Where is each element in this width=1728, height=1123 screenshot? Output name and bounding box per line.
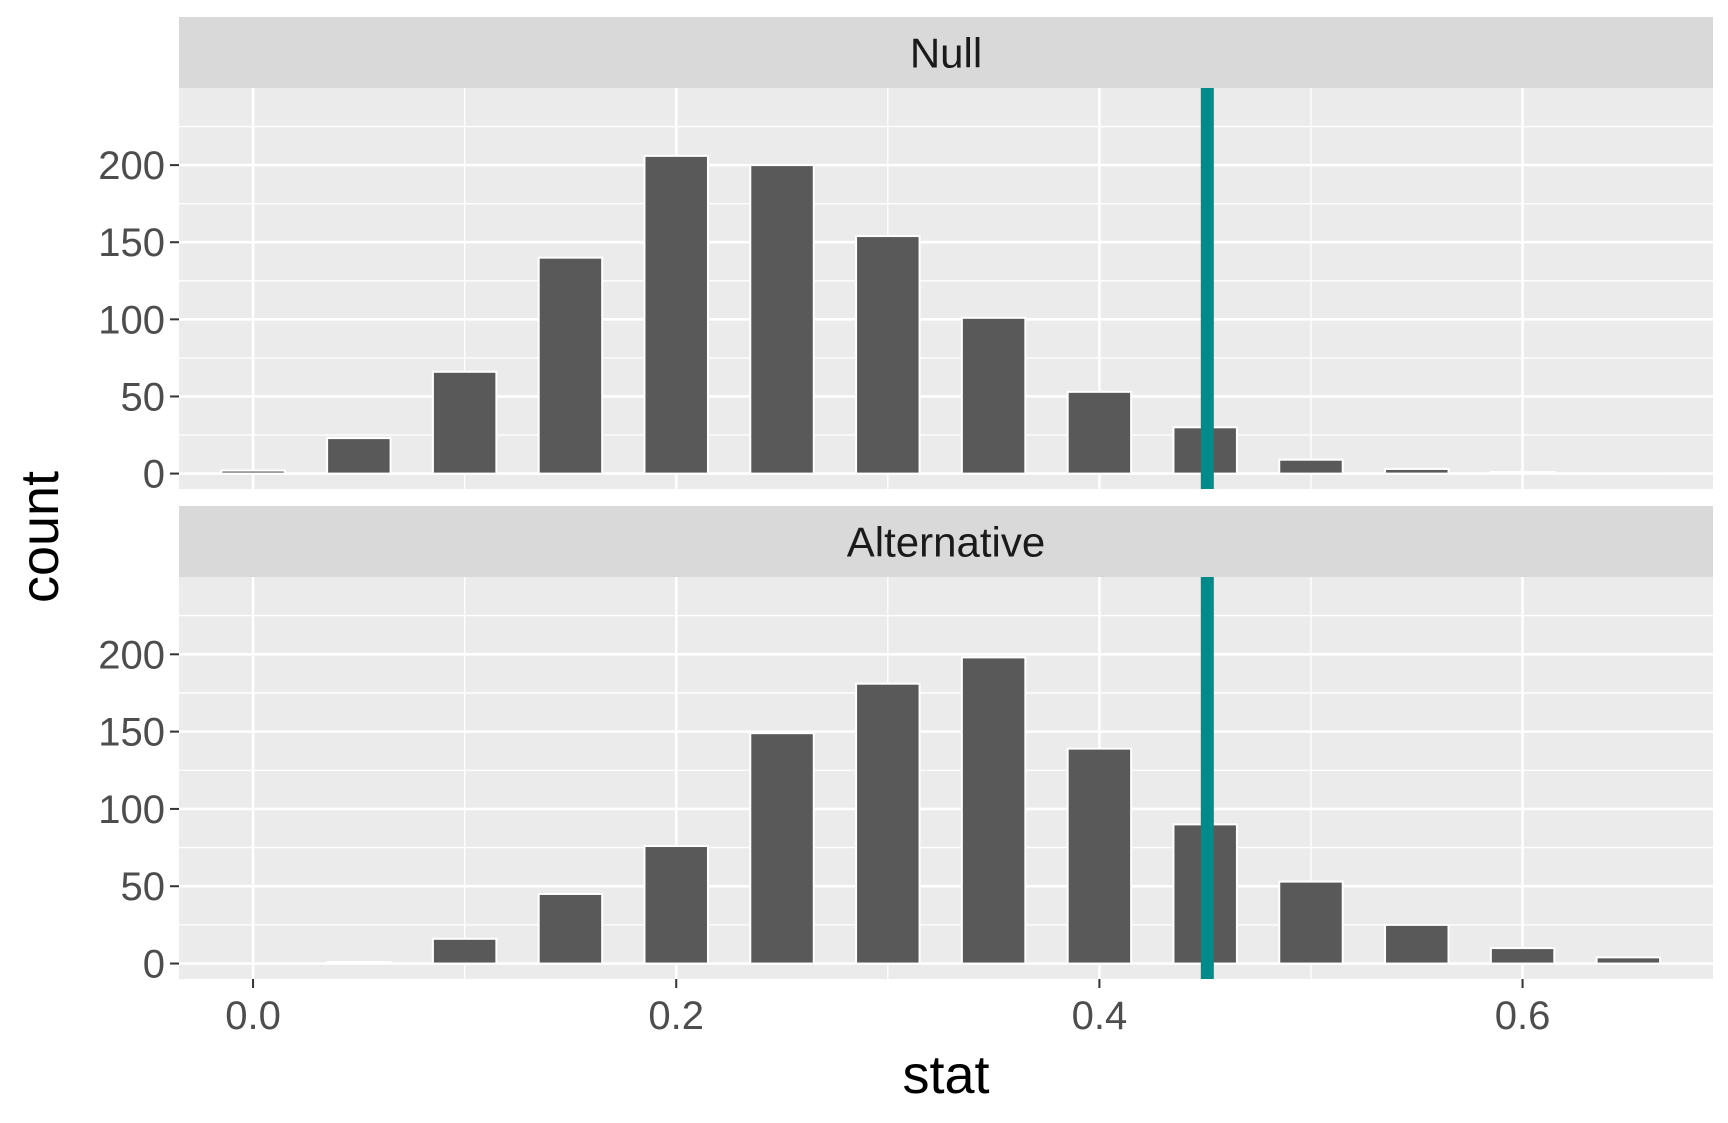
bar — [855, 682, 921, 965]
facet-strip-label: Null — [910, 30, 982, 77]
y-axis-title: count — [10, 471, 70, 603]
y-tick-label: 50 — [121, 375, 166, 419]
bar — [431, 937, 498, 965]
bar — [1278, 880, 1344, 965]
y-tick-label: 200 — [98, 633, 165, 677]
y-tick-label: 50 — [121, 865, 166, 909]
facet-alternative: Alternative 0 50 100 150 200 — [98, 506, 1713, 987]
bar — [220, 469, 286, 475]
bar — [1489, 471, 1556, 475]
bar — [1278, 458, 1344, 475]
bar — [643, 154, 709, 475]
y-tick-label: 100 — [98, 788, 165, 832]
bar — [537, 256, 604, 475]
facet-panels: Null 0 50 100 150 200 Alternative 0 50 100 150 200 — [98, 17, 1713, 987]
bar — [537, 892, 604, 965]
facet-null: Null 0 50 100 150 200 — [98, 17, 1713, 497]
bar — [326, 960, 392, 965]
bar — [1384, 467, 1450, 475]
y-tick-label: 0 — [143, 943, 165, 987]
y-tick-label: 200 — [98, 144, 165, 188]
bar — [1595, 956, 1662, 965]
panel-background — [179, 88, 1713, 489]
panel-background — [179, 577, 1713, 979]
bar — [960, 656, 1027, 965]
y-tick-label: 150 — [98, 711, 165, 755]
bar — [431, 370, 498, 475]
bar — [1489, 947, 1556, 965]
bar — [1384, 923, 1450, 965]
facet-strip — [179, 17, 1713, 88]
y-tick-label: 100 — [98, 298, 165, 342]
x-axis: 0.0 0.2 0.4 0.6 — [225, 979, 1550, 1038]
x-tick-label: 0.2 — [648, 994, 704, 1038]
bar — [749, 732, 815, 965]
bar — [855, 235, 921, 475]
y-tick-label: 150 — [98, 221, 165, 265]
bar — [749, 164, 815, 475]
bar — [326, 437, 392, 475]
x-tick-label: 0.0 — [225, 994, 281, 1038]
x-tick-label: 0.6 — [1495, 994, 1551, 1038]
x-axis-title: stat — [902, 1045, 989, 1105]
bar — [643, 845, 709, 965]
facet-strip-label: Alternative — [847, 519, 1045, 566]
y-tick-label: 0 — [143, 453, 165, 497]
bar — [1066, 747, 1133, 965]
x-tick-label: 0.4 — [1072, 994, 1128, 1038]
bar — [960, 316, 1027, 475]
bar — [1066, 390, 1133, 475]
facet-strip — [179, 506, 1713, 577]
